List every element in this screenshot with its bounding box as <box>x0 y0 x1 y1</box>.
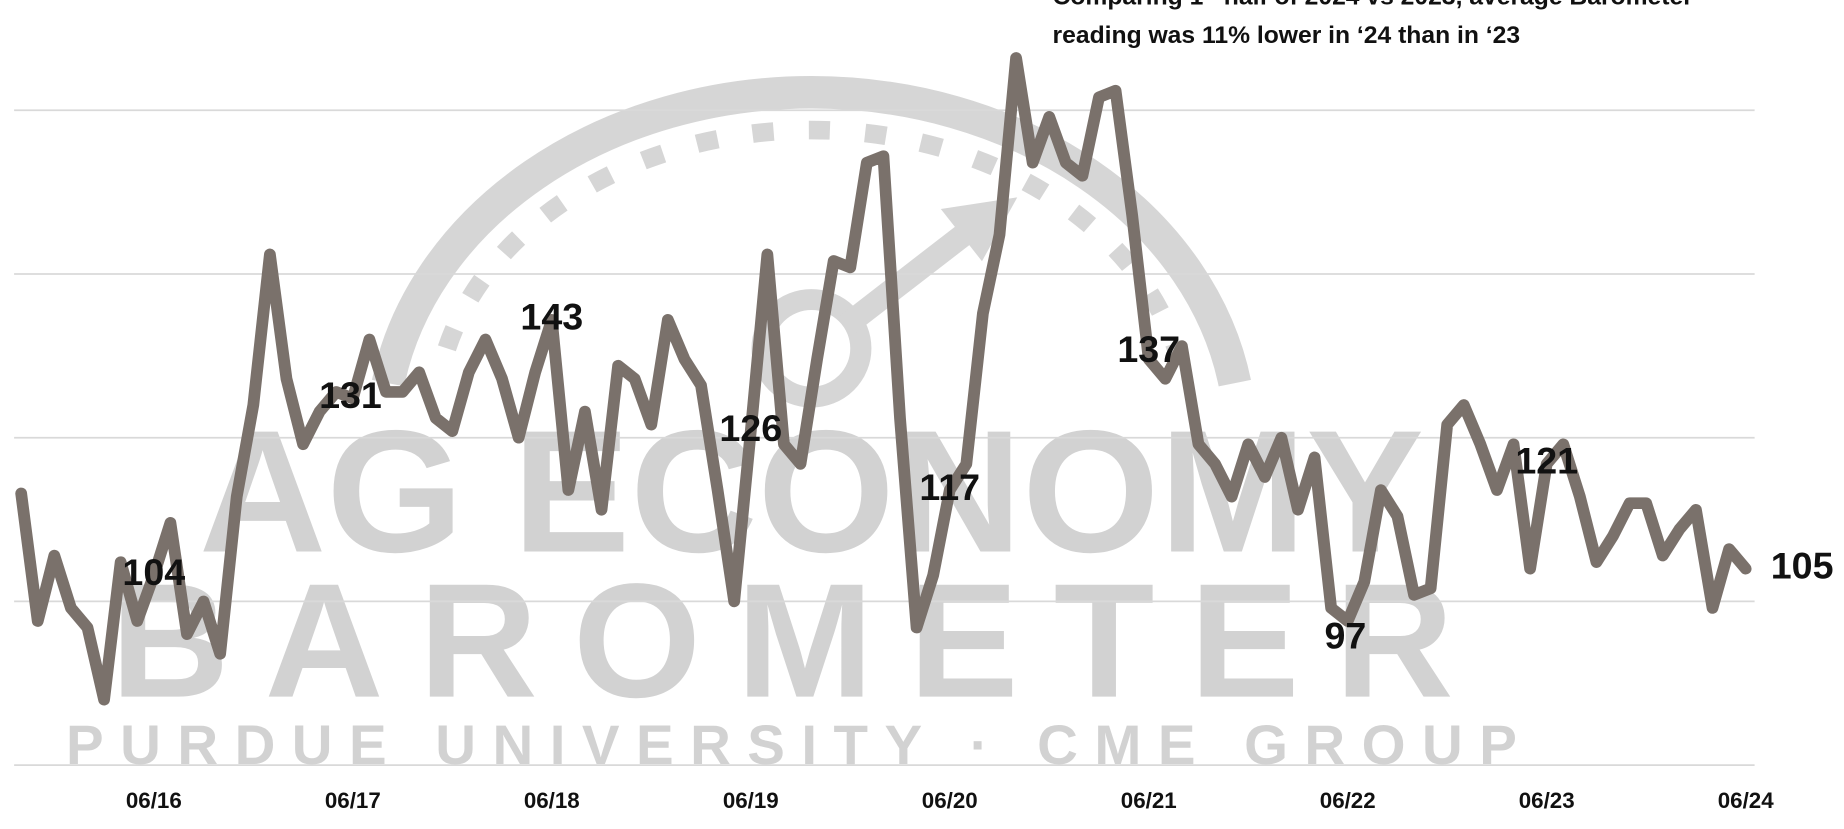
data-label: 104 <box>122 551 185 593</box>
x-tick-label: 06/22 <box>1320 788 1376 813</box>
x-tick-label: 06/16 <box>126 788 182 813</box>
watermark-line: PURDUE UNIVERSITY · CME GROUP <box>66 713 1533 776</box>
annotation-text: Comparing 1 <box>1053 0 1204 11</box>
data-label: 131 <box>319 374 382 416</box>
data-label: 137 <box>1117 328 1180 370</box>
x-tick-label: 06/24 <box>1718 788 1775 813</box>
watermark-line: BAROMETER <box>110 550 1488 732</box>
data-label: 105 <box>1771 545 1834 587</box>
gauge-watermark <box>371 76 1251 408</box>
grid <box>14 109 1755 767</box>
x-tick-label: 06/20 <box>922 788 978 813</box>
annotation: reading was 11% lower in ‘24 than in ‘23 <box>1053 22 1521 49</box>
x-tick-label: 06/17 <box>325 788 381 813</box>
data-label: 143 <box>520 296 583 338</box>
x-tick-label: 06/19 <box>723 788 779 813</box>
data-line <box>15 52 1752 706</box>
data-label: 117 <box>919 466 980 508</box>
data-label: 126 <box>719 407 782 449</box>
x-tick-label: 06/21 <box>1121 788 1177 813</box>
x-tick-label: 06/18 <box>524 788 580 813</box>
plot: 104 131 143 126 117 137 97 121 105 <box>15 52 1834 706</box>
x-tick-label: 06/23 <box>1519 788 1575 813</box>
data-label: 121 <box>1515 440 1578 482</box>
data-label: 97 <box>1324 615 1366 657</box>
annotation-text: half of 2024 vs 2023, average Barometer <box>1217 0 1693 11</box>
annotation: Comparing 1st half of 2024 vs 2023, aver… <box>1053 0 1694 11</box>
